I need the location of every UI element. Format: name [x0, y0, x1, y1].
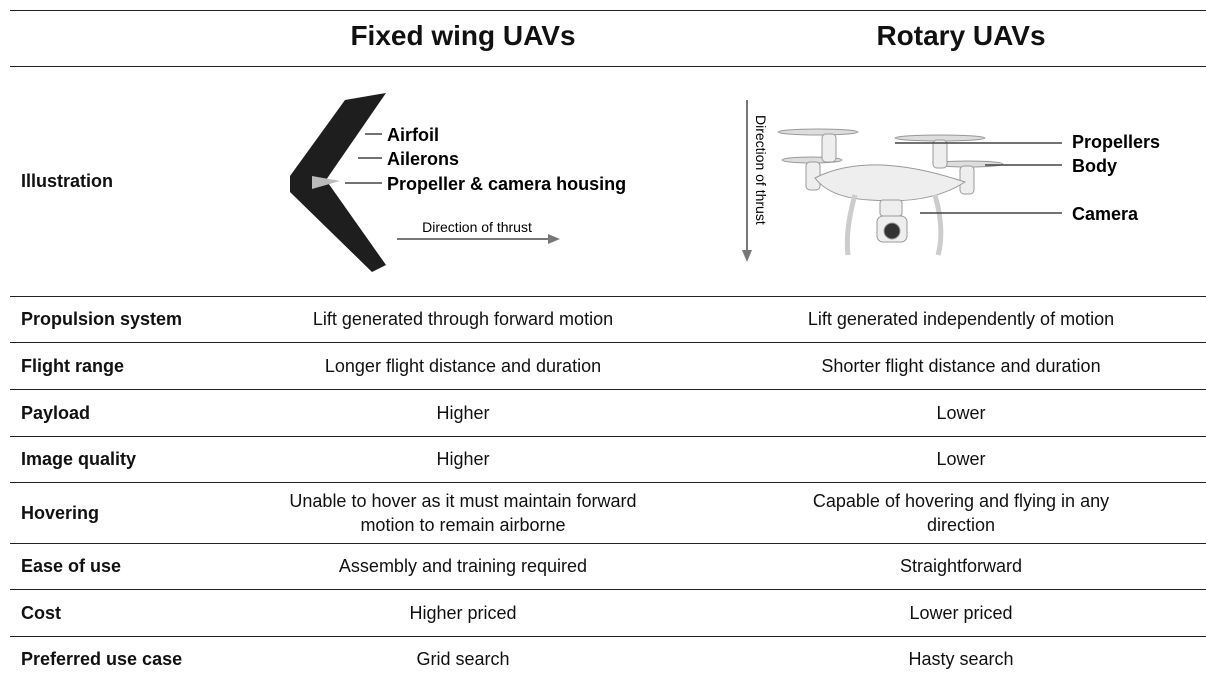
cell: Capable of hovering and flying in any di…	[812, 490, 1110, 535]
rule	[10, 482, 1206, 483]
arrow-head	[548, 234, 560, 244]
rule	[10, 436, 1206, 437]
cell: Assembly and training required	[338, 556, 588, 576]
row-label: Ease of use	[21, 556, 122, 576]
row-label: Hovering	[21, 502, 100, 523]
cell: Lower	[936, 449, 986, 469]
cell: Unable to hover as it must maintain forw…	[289, 490, 637, 535]
housing	[312, 176, 340, 189]
arrow-label: Direction of thrust	[753, 115, 769, 225]
callout: Airfoil	[387, 125, 439, 145]
rule	[10, 10, 1206, 11]
cell: Higher	[436, 402, 490, 423]
column-header: Rotary UAVs	[876, 20, 1046, 51]
cell: Hasty search	[908, 649, 1014, 669]
rule	[10, 636, 1206, 637]
row-label: Illustration	[21, 171, 114, 191]
row-label: Cost	[21, 602, 61, 623]
wing	[290, 93, 386, 272]
cell: Straightforward	[899, 556, 1023, 576]
callout: Propeller & camera housing	[387, 174, 626, 194]
row-label: Propulsion system	[21, 309, 183, 329]
callout: Camera	[1072, 204, 1139, 224]
cell: Lower priced	[909, 602, 1013, 623]
cell: Higher priced	[409, 602, 517, 623]
rule	[10, 296, 1206, 297]
column-header: Fixed wing UAVs	[350, 20, 576, 51]
cell: Shorter flight distance and duration	[821, 355, 1101, 376]
rule	[10, 543, 1206, 544]
row-label: Image quality	[21, 449, 137, 469]
callout: Propellers	[1072, 132, 1160, 152]
cell: Grid search	[416, 649, 510, 669]
cell: Longer flight distance and duration	[324, 355, 602, 376]
arrow-label: Direction of thrust	[422, 219, 532, 235]
arrow-head	[742, 250, 752, 262]
row-label: Flight range	[21, 355, 124, 376]
rule	[10, 389, 1206, 390]
cell: Lift generated independently of motion	[807, 309, 1115, 329]
rule	[10, 589, 1206, 590]
illustration: Airfoil Ailerons Propeller & camera hous…	[290, 93, 1160, 272]
row-label: Payload	[21, 402, 91, 423]
callout: Ailerons	[387, 149, 459, 169]
cell: Lower	[936, 402, 986, 423]
cell: Lift generated through forward motion	[312, 309, 614, 329]
callout: Body	[1072, 156, 1117, 176]
rule	[10, 342, 1206, 343]
cell: Higher	[436, 449, 490, 469]
rule	[10, 66, 1206, 67]
row-label: Preferred use case	[21, 649, 183, 669]
drone	[777, 128, 1004, 256]
